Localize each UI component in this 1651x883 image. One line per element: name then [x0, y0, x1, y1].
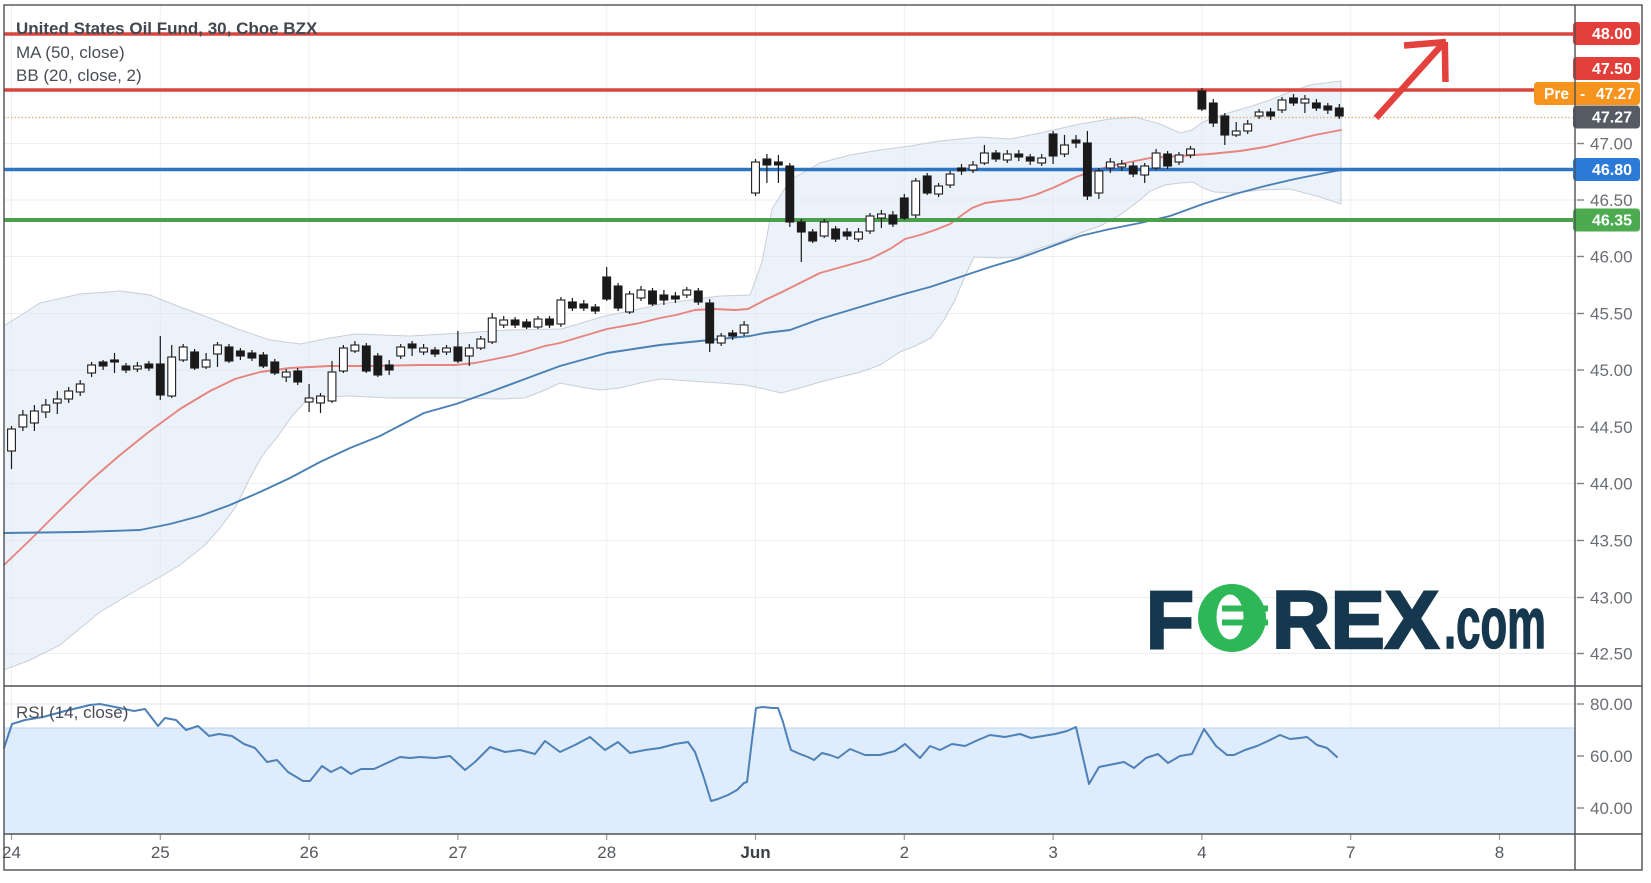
svg-text:45.00: 45.00	[1590, 361, 1633, 380]
svg-text:44.50: 44.50	[1590, 418, 1633, 437]
svg-text:.com: .com	[1444, 584, 1546, 664]
svg-text:3: 3	[1048, 843, 1057, 862]
svg-text:46.35: 46.35	[1592, 213, 1632, 230]
svg-text:42.50: 42.50	[1590, 645, 1633, 664]
svg-text:80.00: 80.00	[1590, 695, 1633, 714]
svg-text:F: F	[1146, 575, 1194, 666]
svg-text:46.80: 46.80	[1592, 162, 1632, 179]
svg-text:24: 24	[2, 843, 21, 862]
svg-text:United States Oil Fund, 30, Cb: United States Oil Fund, 30, Cboe BZX	[16, 19, 318, 38]
svg-text:43.50: 43.50	[1590, 532, 1633, 551]
svg-text:27: 27	[448, 843, 467, 862]
svg-text:46.00: 46.00	[1590, 248, 1633, 267]
svg-text:26: 26	[300, 843, 319, 862]
svg-text:Jun: Jun	[740, 843, 770, 862]
svg-text:47.00: 47.00	[1590, 135, 1633, 154]
svg-text:28: 28	[597, 843, 616, 862]
svg-text:2: 2	[900, 843, 909, 862]
svg-text:46.50: 46.50	[1590, 191, 1633, 210]
svg-text:Pre: Pre	[1544, 86, 1569, 103]
svg-text:47.50: 47.50	[1592, 61, 1632, 78]
svg-text:MA (50, close): MA (50, close)	[16, 43, 125, 62]
svg-text:45.50: 45.50	[1590, 305, 1633, 324]
svg-text:47.27: 47.27	[1592, 110, 1632, 127]
svg-text:REX: REX	[1272, 575, 1439, 666]
svg-text:60.00: 60.00	[1590, 747, 1633, 766]
svg-text:8: 8	[1495, 843, 1504, 862]
svg-text:4: 4	[1197, 843, 1206, 862]
svg-text:BB (20, close, 2): BB (20, close, 2)	[16, 66, 142, 85]
svg-text:40.00: 40.00	[1590, 799, 1633, 818]
svg-text:7: 7	[1346, 843, 1355, 862]
svg-text:RSI (14, close): RSI (14, close)	[16, 703, 128, 722]
svg-text:47.27: 47.27	[1596, 86, 1635, 103]
svg-text:44.00: 44.00	[1590, 475, 1633, 494]
svg-text:43.00: 43.00	[1590, 589, 1633, 608]
svg-text:25: 25	[151, 843, 170, 862]
svg-text:-: -	[1580, 86, 1585, 103]
svg-text:48.00: 48.00	[1592, 26, 1632, 43]
